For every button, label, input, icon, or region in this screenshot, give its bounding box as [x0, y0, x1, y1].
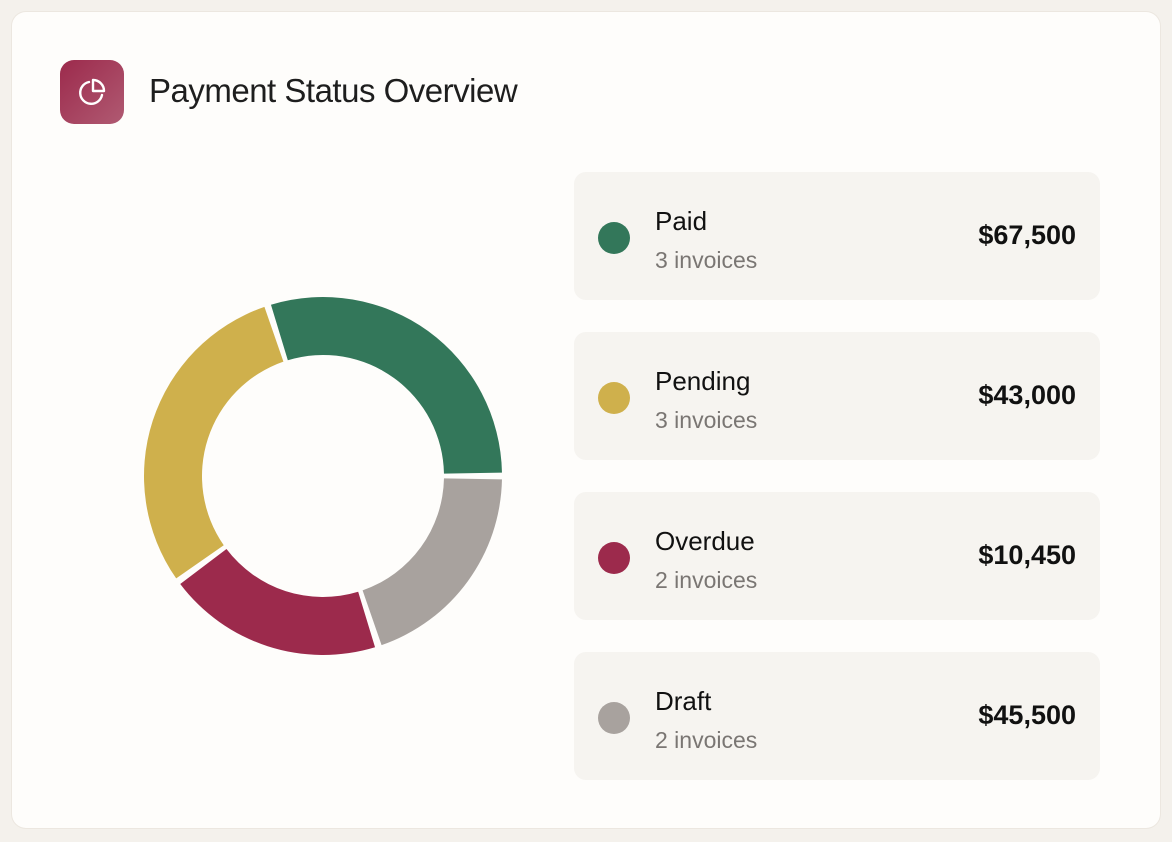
legend-item-draft[interactable]: Draft 2 invoices $45,500 [574, 652, 1100, 780]
legend-label: Paid [655, 206, 708, 236]
invoice-count: 2 invoices [655, 727, 758, 753]
invoice-count: 3 invoices [655, 407, 758, 433]
amount: $45,500 [978, 700, 1076, 730]
donut-segment-pending[interactable] [143, 306, 284, 579]
legend-dot [598, 542, 630, 574]
legend-dot [598, 382, 630, 414]
legend-dot [598, 702, 630, 734]
legend-item-pending[interactable]: Pending 3 invoices $43,000 [574, 332, 1100, 460]
legend-label: Pending [655, 366, 751, 396]
amount: $43,000 [978, 380, 1076, 410]
amount: $10,450 [978, 540, 1076, 570]
legend-item-overdue[interactable]: Overdue 2 invoices $10,450 [574, 492, 1100, 620]
invoice-count: 2 invoices [655, 567, 758, 593]
donut-segment-paid[interactable] [270, 296, 502, 474]
legend-label: Overdue [655, 526, 755, 556]
pie-chart-icon [60, 60, 124, 124]
page-title: Payment Status Overview [149, 72, 518, 109]
amount: $67,500 [978, 220, 1076, 250]
legend-dot [598, 222, 630, 254]
donut-segment-overdue[interactable] [180, 548, 376, 656]
donut-segment-draft[interactable] [362, 478, 502, 646]
invoice-count: 3 invoices [655, 247, 758, 273]
legend-item-paid[interactable]: Paid 3 invoices $67,500 [574, 172, 1100, 300]
legend-label: Draft [655, 686, 712, 716]
